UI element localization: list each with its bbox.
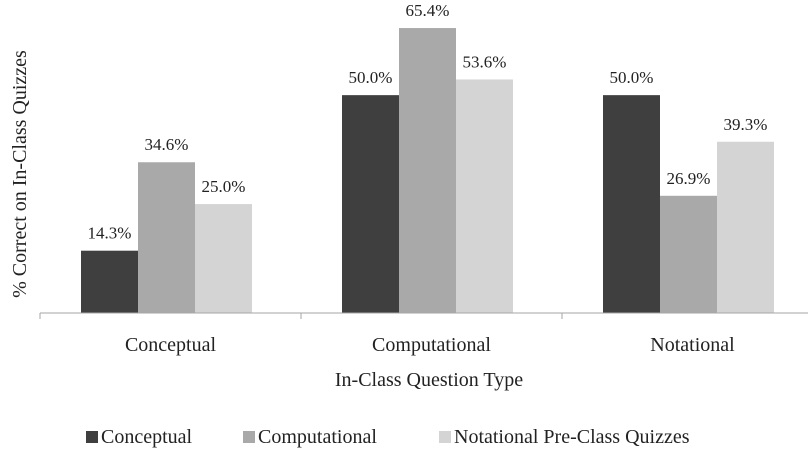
data-label-computational-notational: 53.6% <box>463 52 507 71</box>
bar-computational-notational <box>456 79 513 313</box>
x-tick-labels: Conceptual Computational Notational <box>125 334 735 356</box>
data-label-notational-notational: 39.3% <box>724 115 768 134</box>
bar-conceptual-conceptual <box>81 250 138 313</box>
legend-label-conceptual: Conceptual <box>101 426 193 448</box>
data-labels-layer: 14.3% 34.6% 25.0% 50.0% 65.4% 53.6% 50.0% 26.9%… <box>88 1 768 243</box>
x-axis-title: In-Class Question Type <box>335 369 523 391</box>
data-label-conceptual-notational: 25.0% <box>202 177 246 196</box>
x-tick-label-computational: Computational <box>372 334 491 356</box>
bar-notational-notational <box>717 141 774 313</box>
bar-notational-conceptual <box>603 95 660 314</box>
legend-swatch-conceptual <box>86 431 98 443</box>
data-label-conceptual-computational: 34.6% <box>145 135 189 154</box>
data-label-conceptual-conceptual: 14.3% <box>88 224 132 243</box>
x-tick-label-conceptual: Conceptual <box>125 334 217 356</box>
bars-layer <box>81 28 774 314</box>
data-label-notational-computational: 26.9% <box>667 169 711 188</box>
x-axis <box>39 312 808 319</box>
x-tick-label-notational: Notational <box>650 334 735 356</box>
bar-conceptual-computational <box>138 162 195 313</box>
data-label-computational-conceptual: 50.0% <box>349 68 393 87</box>
legend-label-computational: Computational <box>258 426 377 448</box>
legend-swatch-notational <box>439 431 451 443</box>
bar-conceptual-notational <box>195 204 252 313</box>
bar-computational-computational <box>399 28 456 314</box>
legend-swatch-computational <box>243 431 255 443</box>
bar-computational-conceptual <box>342 95 399 314</box>
y-axis-title: % Correct on In-Class Quizzes <box>9 50 31 298</box>
data-label-computational-computational: 65.4% <box>406 1 450 20</box>
bar-notational-computational <box>660 195 717 313</box>
legend: Conceptual Computational Notational Pre-Cl… <box>86 426 690 448</box>
data-label-notational-conceptual: 50.0% <box>610 68 654 87</box>
legend-label-notational: Notational Pre-Class Quizzes <box>454 426 690 448</box>
